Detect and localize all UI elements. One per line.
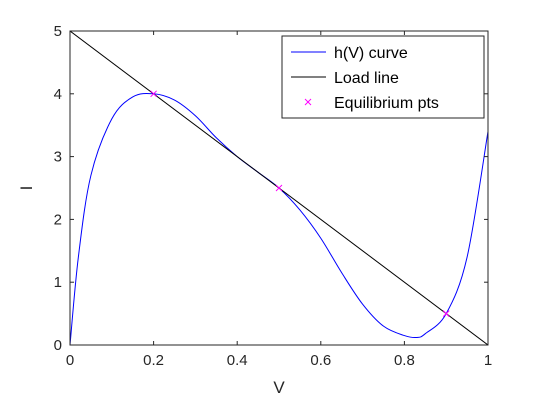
y-tick-label: 5 [54,23,62,40]
x-axis-label: V [273,378,285,397]
legend: h(V) curve Load line Equilibrium pts [281,35,485,119]
y-tick-label: 1 [54,274,62,291]
legend-label-h-v-curve: h(V) curve [334,45,408,62]
y-tick-label: 3 [54,149,62,166]
equilibrium-point-marker [275,184,283,192]
legend-label-equilibrium-pts: Equilibrium pts [334,95,439,112]
y-axis-label: I [17,186,36,191]
x-tick-label: 0 [66,352,74,369]
x-tick-label: 0.4 [227,352,248,369]
legend-swatch-equilibrium-pts [304,98,312,106]
y-tick-label: 0 [54,337,62,354]
series-h-v-curve [70,92,488,345]
axes-box [69,30,489,346]
plot-area [70,31,488,345]
x-tick-label: 0.8 [394,352,415,369]
ticks-group: 0 0.2 0.4 0.6 0.8 1 0 1 2 3 4 5 [54,23,493,369]
x-tick-label: 0.6 [310,352,331,369]
equilibrium-point-marker [150,90,157,98]
x-tick-label: 0.2 [143,352,164,369]
x-tick-label: 1 [484,352,492,369]
y-tick-label: 2 [54,211,62,228]
equilibrium-point-marker [442,310,450,317]
legend-label-load-line: Load line [334,70,399,87]
y-tick-label: 4 [54,86,62,103]
